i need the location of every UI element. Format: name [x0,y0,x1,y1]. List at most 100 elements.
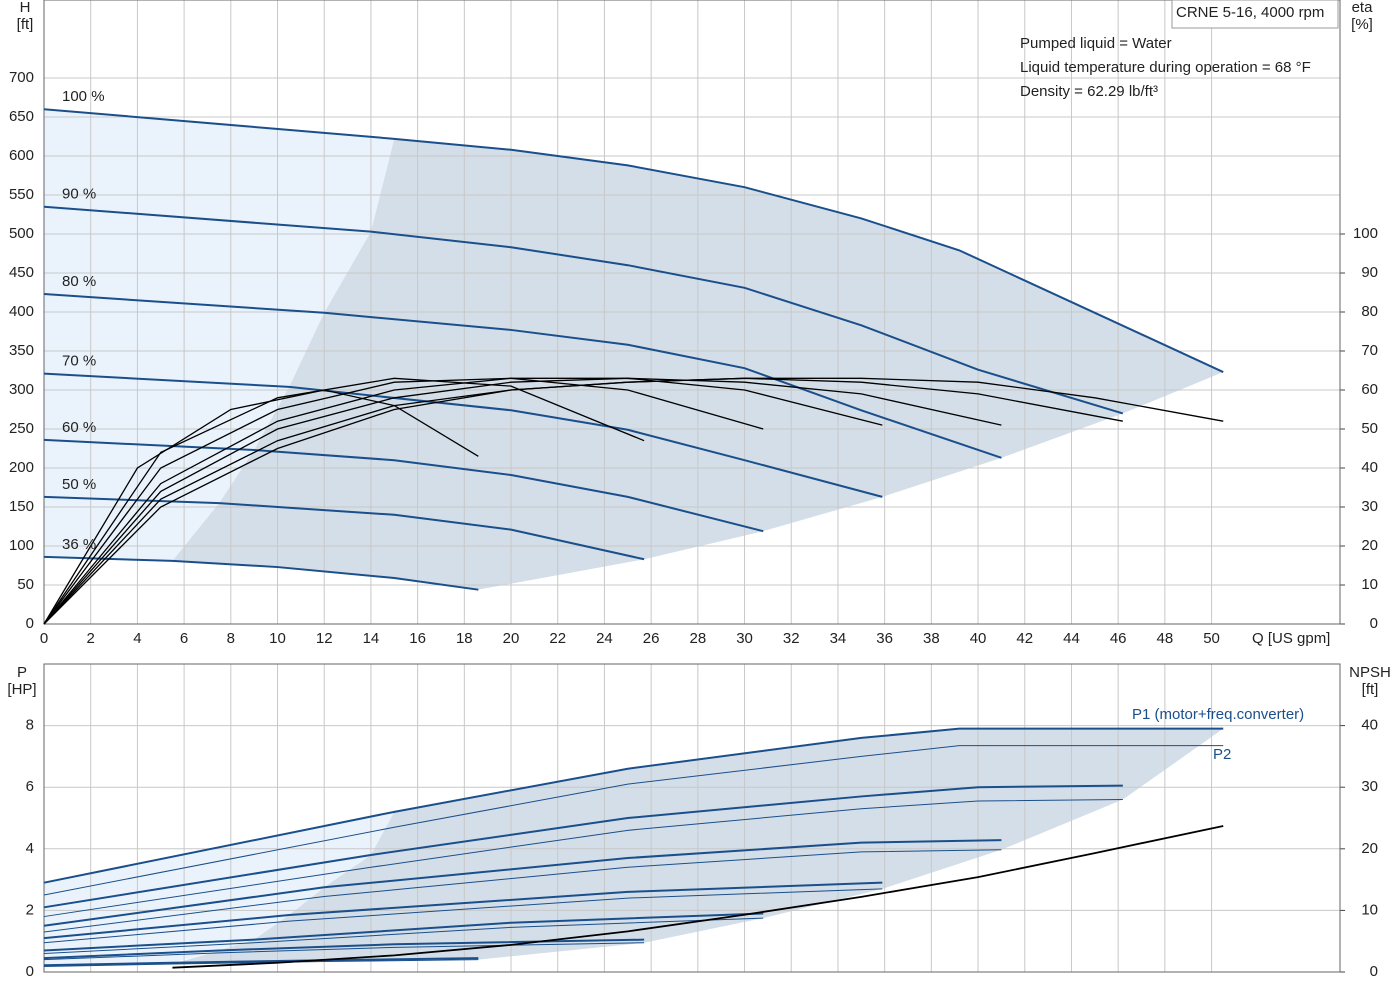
y2-tick-label: 80 [1361,303,1378,320]
y-tick-label: 500 [9,225,34,242]
curve-label: 70 % [62,353,96,370]
y-tick-label: 4 [26,840,34,857]
curve-label: 36 % [62,536,96,553]
curve-label: 60 % [62,419,96,436]
y2-unit: [ft] [1362,681,1379,698]
x-tick-label: 6 [180,630,188,647]
light-area [44,811,395,967]
x-tick-label: 24 [596,630,613,647]
y2-tick-label: 30 [1361,778,1378,795]
eta-curve [43,389,479,625]
y2-tick-label: 20 [1361,537,1378,554]
y-tick-label: 0 [26,963,34,980]
head-curve [43,372,883,498]
eta-curve [43,377,1002,625]
annotation: Liquid temperature during operation = 68… [1020,59,1311,76]
y-tick-label: 150 [9,498,34,515]
x-tick-label: 10 [269,630,286,647]
curve-label: 50 % [62,476,96,493]
y-label: P [17,664,27,681]
y2-tick-label: 10 [1361,901,1378,918]
x-tick-label: 42 [1016,630,1033,647]
y-tick-label: 550 [9,186,34,203]
y-tick-label: 700 [9,69,34,86]
title-box [1171,0,1339,29]
head-curve [43,293,1002,459]
y2-tick-label: 40 [1361,717,1378,734]
y-tick-label: 250 [9,420,34,437]
x-tick-label: 22 [549,630,566,647]
light-area [44,109,395,561]
x-tick-label: 28 [689,630,706,647]
curve-label: P1 (motor+freq.converter) [1132,706,1304,723]
y2-tick-label: 0 [1370,963,1378,980]
eta-curve [43,377,764,625]
y2-tick-label: 70 [1361,342,1378,359]
y2-label: NPSH [1349,664,1391,681]
x-label: Q [US gpm] [1252,630,1330,647]
annotation: Pumped liquid = Water [1020,35,1172,52]
curve-label: 90 % [62,186,96,203]
curves [43,108,1224,969]
chart-title: CRNE 5-16, 4000 rpm [1176,4,1324,21]
p2-curve [43,888,883,944]
y-tick-label: 600 [9,147,34,164]
y2-tick-label: 20 [1361,840,1378,857]
x-tick-label: 38 [923,630,940,647]
eta-curve [43,377,1123,625]
plot-frame [43,663,1341,973]
p2-curve [43,942,645,961]
x-tick-label: 8 [227,630,235,647]
eta-curve [43,377,883,625]
p1-curve [43,839,1002,927]
p1-curve [43,727,1224,884]
x-tick-label: 34 [830,630,847,647]
x-tick-label: 26 [643,630,660,647]
x-tick-label: 44 [1063,630,1080,647]
head-curve [43,205,1124,415]
y2-unit: [%] [1351,16,1373,33]
y-unit: [HP] [7,681,36,698]
npsh-curve [172,825,1224,969]
y2-tick-label: 0 [1370,615,1378,632]
p1-curve [43,957,479,967]
y-tick-label: 650 [9,108,34,125]
x-tick-label: 16 [409,630,426,647]
x-tick-label: 32 [783,630,800,647]
x-tick-label: 14 [363,630,380,647]
y-tick-label: 450 [9,264,34,281]
y2-tick-label: 90 [1361,264,1378,281]
x-tick-label: 36 [876,630,893,647]
y-tick-label: 400 [9,303,34,320]
curve-label: 100 % [62,88,105,105]
x-tick-label: 40 [970,630,987,647]
p2-curve [43,959,479,967]
p2-curve [43,917,764,955]
y2-tick-label: 30 [1361,498,1378,515]
p1-curve [43,784,1123,909]
y-tick-label: 8 [26,717,34,734]
y2-label: eta [1352,0,1374,16]
y-label: H [20,0,31,16]
x-tick-label: 20 [503,630,520,647]
head-curve [43,495,645,561]
x-tick-label: 2 [87,630,95,647]
p2-curve [43,745,1224,896]
y-tick-label: 100 [9,537,34,554]
y-tick-label: 2 [26,901,34,918]
areas [44,109,1224,967]
x-tick-label: 48 [1157,630,1174,647]
plot-frame [43,0,1341,625]
y2-tick-label: 100 [1353,225,1378,242]
head-curve [43,108,1224,373]
p1-curve [43,938,645,960]
x-tick-label: 0 [40,630,48,647]
x-tick-label: 18 [456,630,473,647]
annotation: Density = 62.29 lb/ft³ [1020,83,1158,100]
curve-label: 80 % [62,273,96,290]
x-tick-label: 4 [133,630,141,647]
x-tick-label: 46 [1110,630,1127,647]
x-tick-label: 50 [1203,630,1220,647]
head-curve [43,438,764,533]
